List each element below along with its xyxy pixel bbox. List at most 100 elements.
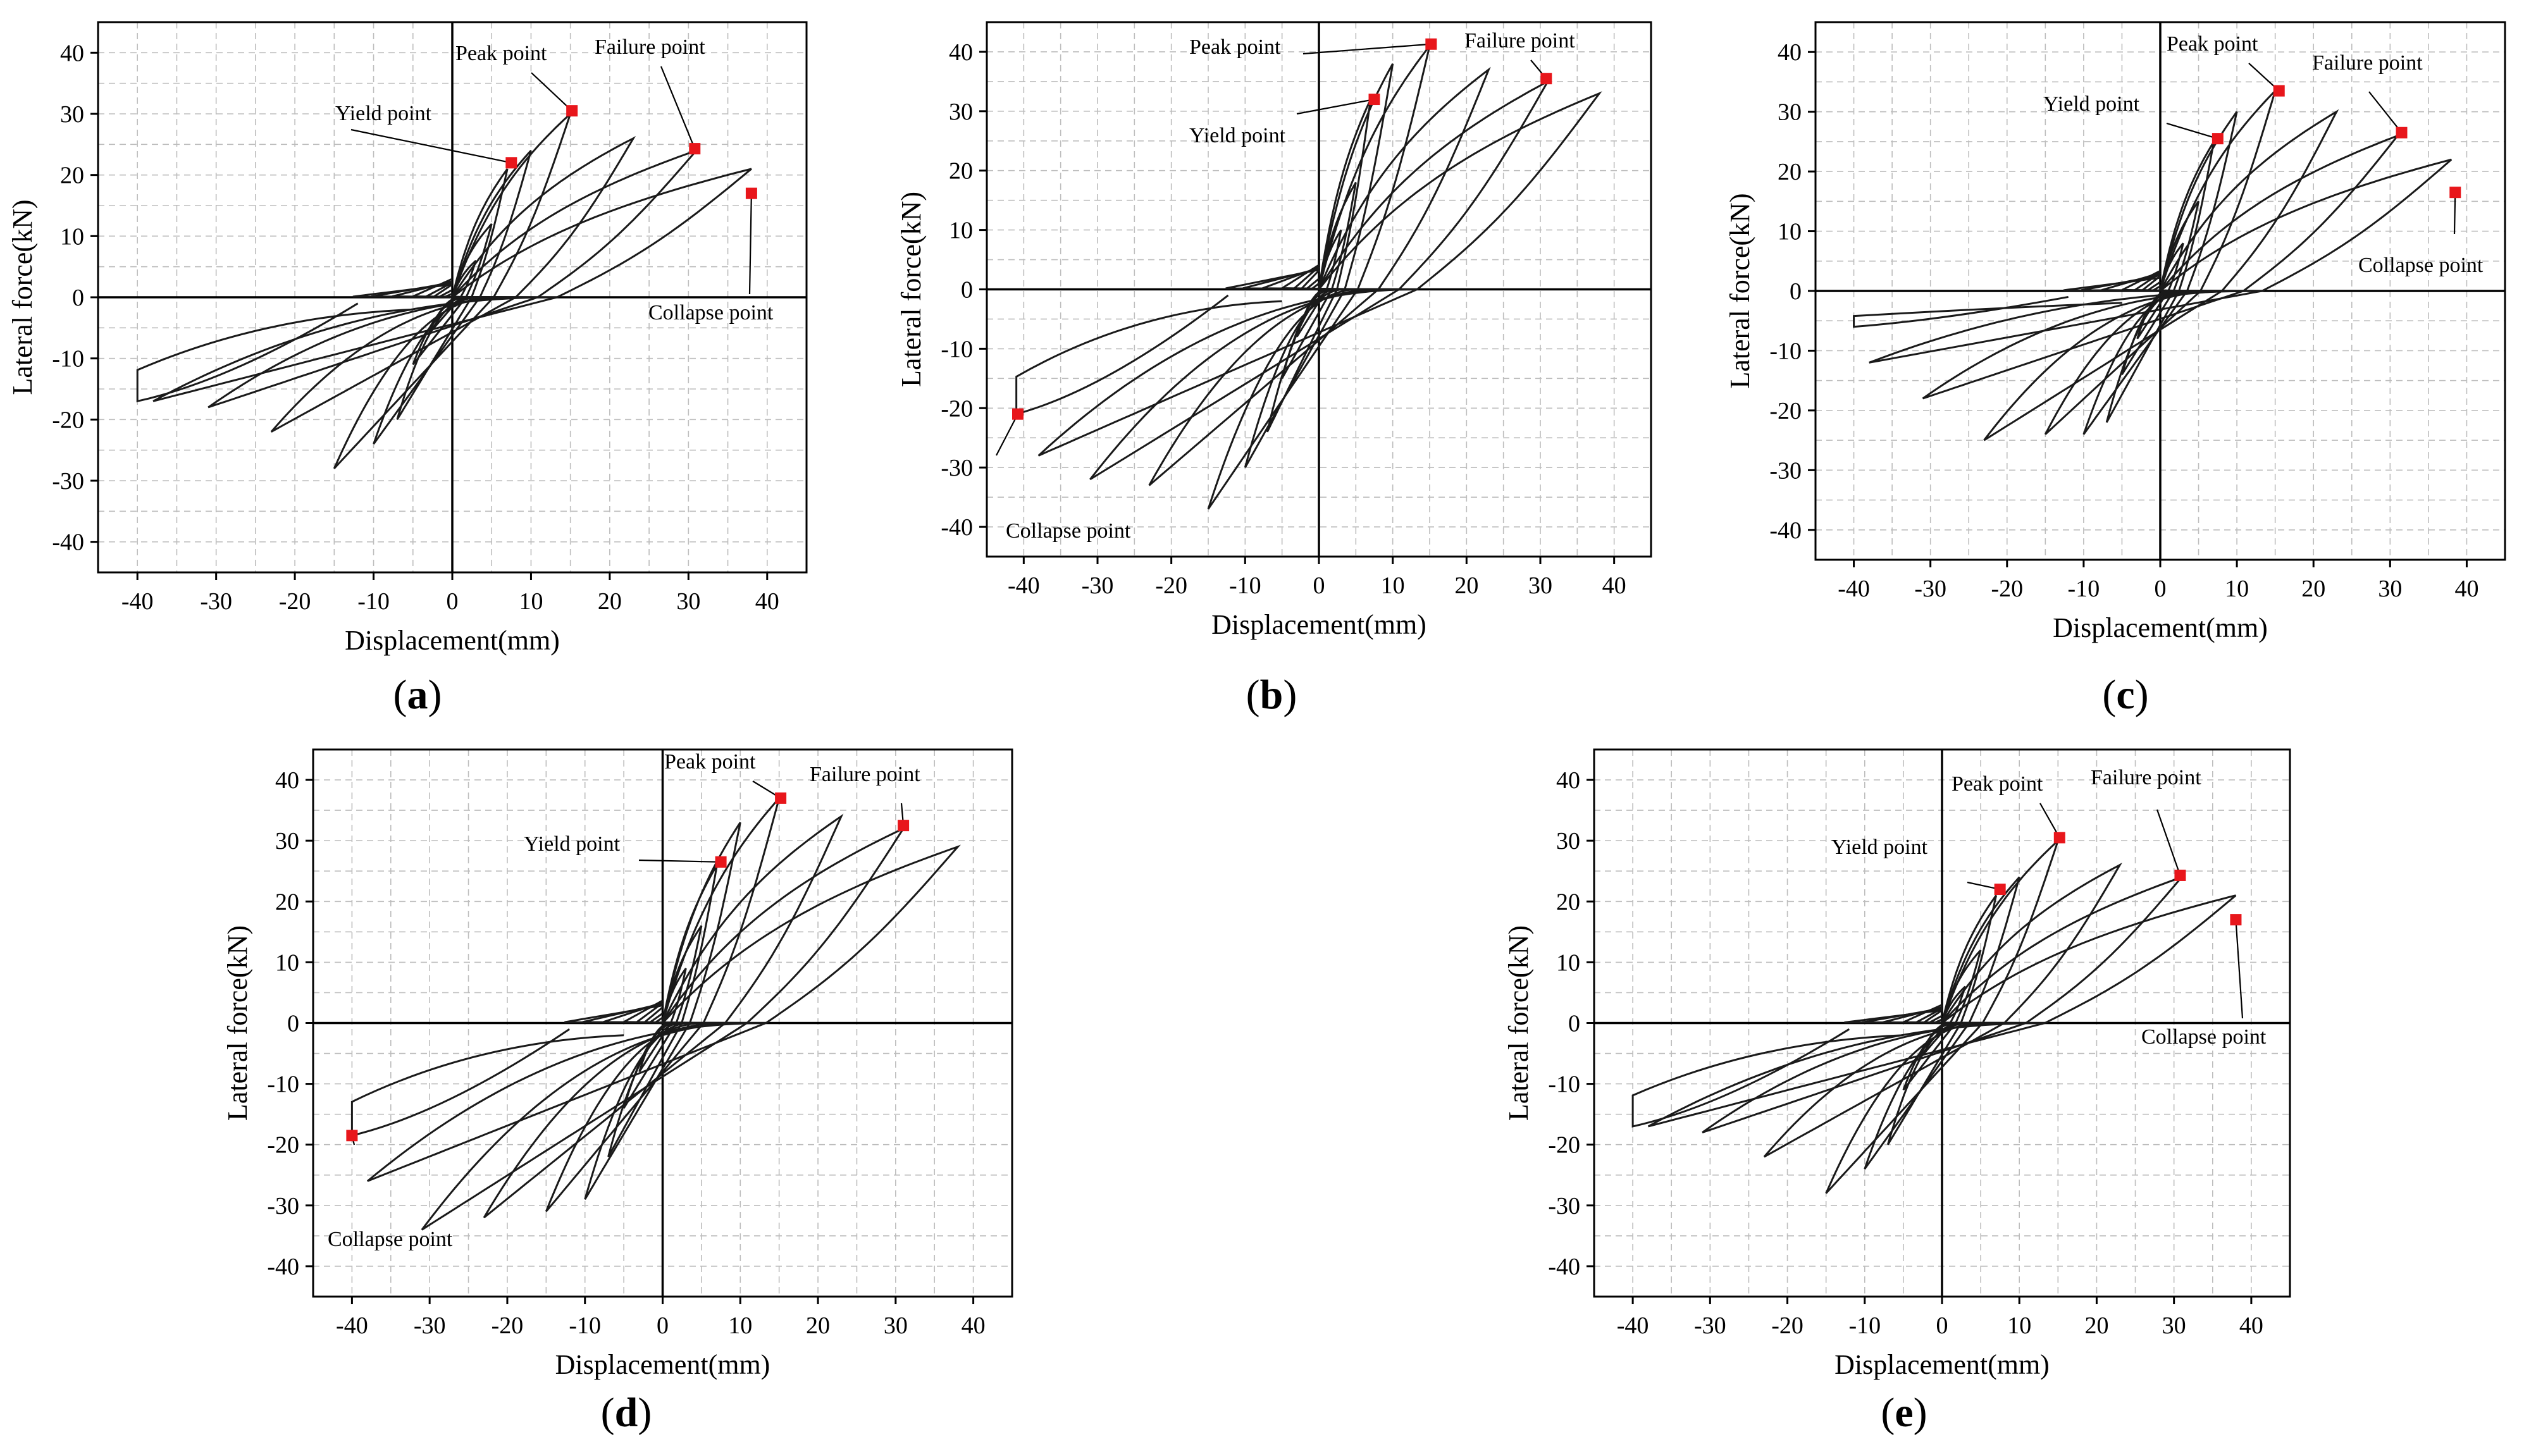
y-tick-label: 40 <box>275 767 299 794</box>
x-tick-label: 20 <box>1454 572 1478 599</box>
yield-point-label: Yield point <box>1831 836 1928 859</box>
peak-point-label: Peak point <box>664 750 756 774</box>
yield-point-marker <box>505 157 517 169</box>
hysteresis-loop <box>1983 109 2339 441</box>
peak-point-label: Peak point <box>1189 35 1281 59</box>
x-axis-label: Displacement(mm) <box>1211 609 1426 640</box>
y-tick-label: 10 <box>1556 949 1580 976</box>
y-tick-label: -20 <box>1548 1132 1580 1159</box>
x-tick-label: 0 <box>447 588 459 615</box>
y-tick-label: 30 <box>1778 99 1802 126</box>
peak-point-arrow <box>531 72 572 111</box>
y-tick-label: -30 <box>52 468 84 495</box>
y-tick-label: 10 <box>275 949 299 976</box>
hysteresis-loop <box>270 135 636 433</box>
x-tick-label: 40 <box>1602 572 1626 599</box>
x-tick-label: 40 <box>2454 576 2478 602</box>
y-tick-label: -30 <box>267 1193 299 1219</box>
x-tick-label: -30 <box>1082 572 1114 599</box>
y-tick-label: -40 <box>1769 517 1802 544</box>
x-tick-label: 20 <box>598 588 622 615</box>
x-tick-label: -20 <box>1155 572 1187 599</box>
y-tick-label: 40 <box>949 39 973 66</box>
y-tick-label: -10 <box>1548 1071 1580 1098</box>
x-tick-label: 30 <box>676 588 700 615</box>
x-tick-label: -30 <box>200 588 232 615</box>
hysteresis-loop <box>1902 949 1982 1091</box>
collapse-point-marker <box>2449 187 2461 199</box>
y-tick-label: 0 <box>1790 278 1802 305</box>
yield-point-label: Yield point <box>2043 92 2140 116</box>
yield-point-arrow <box>638 859 721 863</box>
yield-point-marker <box>715 856 727 868</box>
failure-point-label: Failure point <box>2312 51 2423 75</box>
yield-point-marker <box>2212 133 2224 145</box>
y-tick-label: -10 <box>52 346 84 373</box>
y-tick-label: 30 <box>949 99 973 125</box>
yield-point-arrow <box>1296 98 1375 115</box>
peak-point-arrow <box>2039 803 2060 838</box>
hysteresis-loop <box>1922 133 2401 400</box>
y-tick-label: 40 <box>1778 39 1802 66</box>
hysteresis-loop <box>1825 837 2060 1194</box>
failure-point-marker <box>898 820 910 832</box>
x-tick-label: 0 <box>1936 1312 1948 1339</box>
x-tick-label: 0 <box>1313 572 1325 599</box>
peak-point-label: Peak point <box>1952 772 2043 796</box>
collapse-point-marker <box>346 1130 358 1142</box>
collapse-point-marker <box>1012 408 1024 420</box>
peak-point-marker <box>1425 38 1437 50</box>
hysteresis-loop <box>622 925 703 1109</box>
x-tick-label: 10 <box>1381 572 1405 599</box>
peak-point-label: Peak point <box>2167 32 2258 56</box>
collapse-point-label: Collapse point <box>2141 1025 2267 1049</box>
x-tick-label: -30 <box>414 1312 446 1339</box>
x-tick-label: 30 <box>884 1312 908 1339</box>
x-tick-label: 0 <box>2155 576 2167 602</box>
failure-point-arrow <box>2368 91 2403 133</box>
collapse-point-label: Collapse point <box>648 301 774 324</box>
failure-point-marker <box>2396 126 2408 139</box>
x-tick-label: -10 <box>1229 572 1261 599</box>
y-tick-label: 30 <box>1556 828 1580 854</box>
yield-point-arrow <box>350 128 512 164</box>
x-tick-label: -10 <box>1848 1312 1881 1339</box>
x-axis-label: Displacement(mm) <box>1834 1349 2050 1380</box>
peak-point-marker <box>566 105 578 117</box>
failure-point-arrow <box>660 66 696 149</box>
y-tick-label: -20 <box>1769 398 1802 424</box>
y-axis-label: Lateral force(kN) <box>896 192 927 387</box>
yield-point-label: Yield point <box>524 832 621 856</box>
y-axis-label: Lateral force(kN) <box>1503 925 1534 1121</box>
hysteresis-loop <box>333 113 572 469</box>
x-tick-label: 40 <box>755 588 779 615</box>
hysteresis-loop <box>1037 91 1602 457</box>
yield-point-label: Yield point <box>1189 124 1286 147</box>
x-tick-label: 0 <box>657 1312 669 1339</box>
x-tick-label: 10 <box>2007 1312 2031 1339</box>
y-tick-label: 0 <box>1568 1011 1580 1037</box>
y-tick-label: 20 <box>1556 889 1580 915</box>
y-axis-label: Lateral force(kN) <box>222 925 253 1121</box>
failure-point-arrow <box>2156 809 2181 876</box>
collapse-point-label: Collapse point <box>2358 254 2484 277</box>
yield-point-marker <box>1994 884 2006 896</box>
x-tick-label: -40 <box>1838 576 1870 602</box>
y-tick-label: 30 <box>275 828 299 854</box>
y-tick-label: 20 <box>1778 159 1802 185</box>
x-tick-label: 10 <box>519 588 543 615</box>
yield-point-label: Yield point <box>335 102 432 125</box>
y-tick-label: 20 <box>275 889 299 915</box>
panel-label-c: (c) <box>2102 672 2148 718</box>
x-tick-label: 30 <box>2162 1312 2186 1339</box>
x-tick-label: 10 <box>2225 576 2249 602</box>
x-tick-label: 40 <box>962 1312 986 1339</box>
hysteresis-curve-group <box>1015 45 1602 510</box>
x-tick-label: 10 <box>728 1312 752 1339</box>
y-tick-label: 0 <box>961 277 973 304</box>
yield-point-arrow <box>2166 122 2218 140</box>
collapse-point-arrow <box>2453 192 2456 235</box>
failure-point-marker <box>2174 869 2186 881</box>
hysteresis-loop <box>1266 99 1372 433</box>
y-axis-label: Lateral force(kN) <box>7 199 38 395</box>
